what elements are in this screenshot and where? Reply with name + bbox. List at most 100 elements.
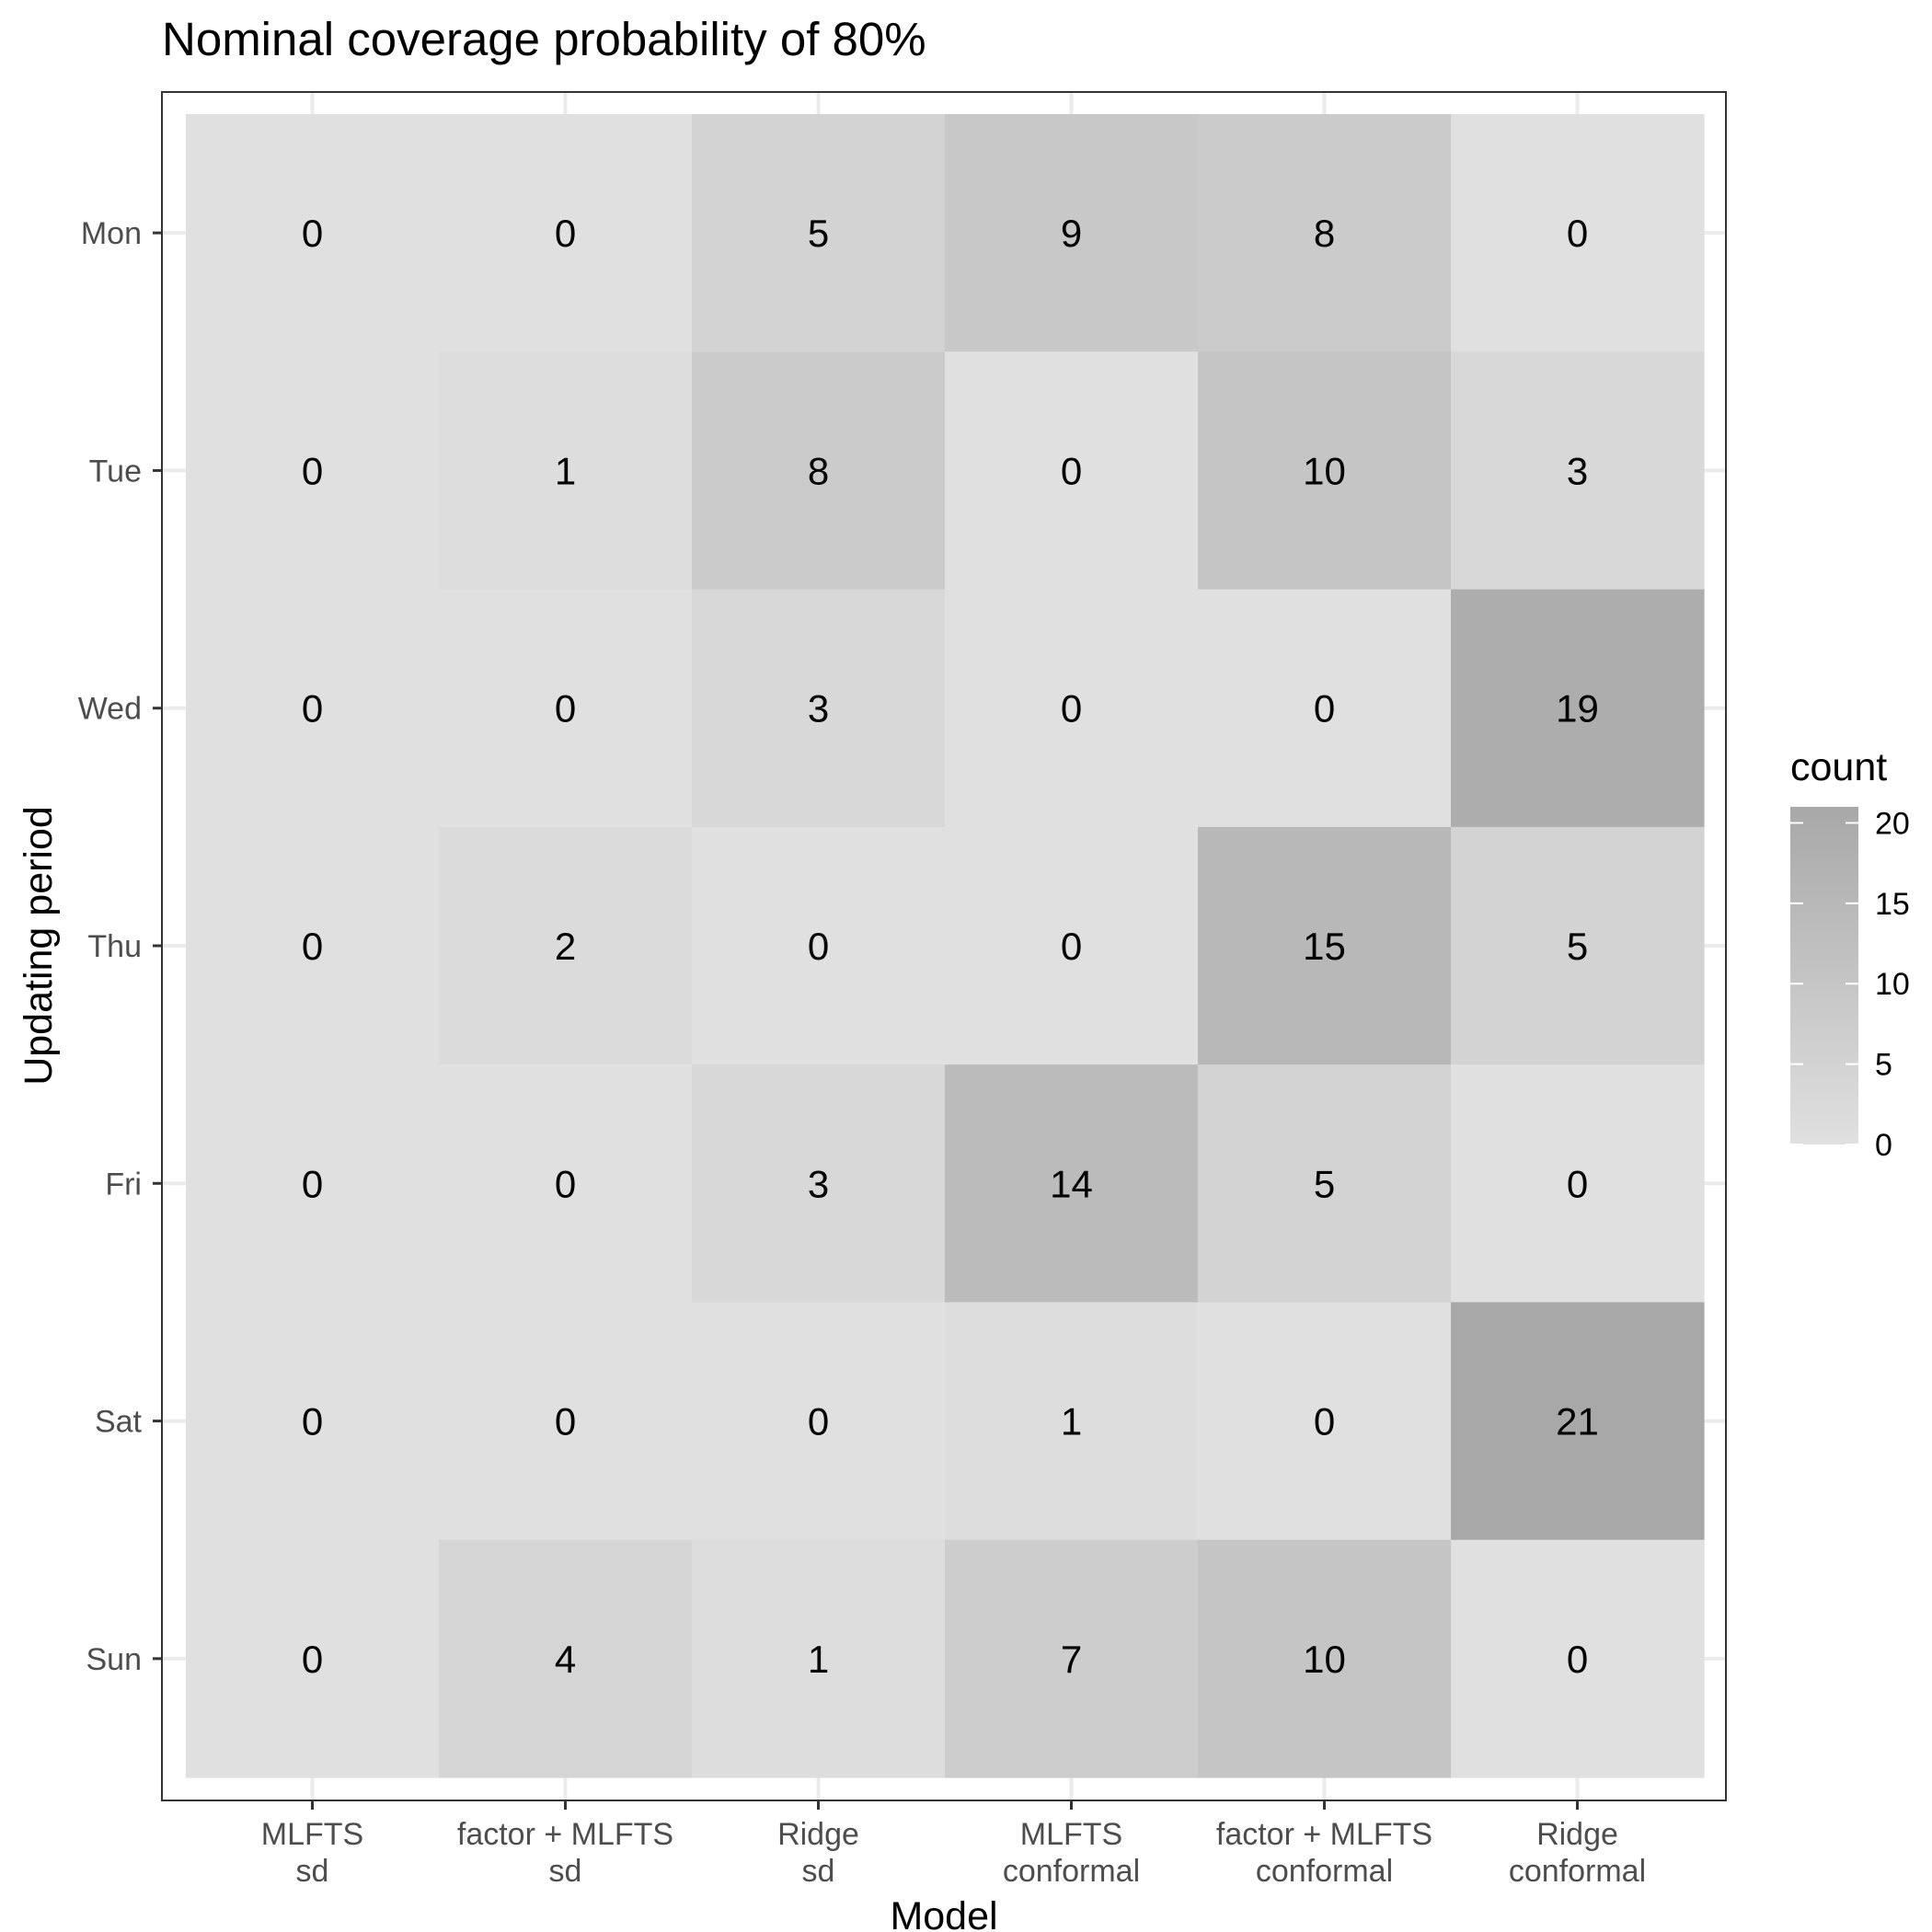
cell-value-label: 19: [1556, 687, 1599, 730]
heatmap-cell: [186, 114, 440, 352]
cell-value-label: 21: [1556, 1400, 1599, 1443]
x-tick-label: factor + MLFTS sd: [457, 1817, 673, 1889]
cell-value-label: 0: [1567, 1162, 1588, 1205]
heatmap-cell: [1198, 1302, 1452, 1541]
legend-tick-label: 20: [1875, 806, 1910, 841]
cell-value-label: 2: [555, 925, 576, 968]
y-tick-label: Tue: [89, 454, 142, 489]
cell-value-label: 4: [555, 1638, 576, 1681]
legend-tick-label: 0: [1875, 1128, 1892, 1163]
y-tick-label: Wed: [78, 692, 142, 727]
cell-value-label: 7: [1061, 1638, 1082, 1681]
heatmap-cell: [439, 589, 693, 828]
heatmap-cell: [186, 589, 440, 828]
heatmap-cell: [945, 1302, 1199, 1541]
heatmap-cell: [1451, 1302, 1705, 1541]
cell-value-label: 9: [1061, 212, 1082, 255]
heatmap-cell: [186, 826, 440, 1065]
x-tick-label: Ridge conformal: [1509, 1817, 1646, 1889]
cell-value-label: 0: [555, 687, 576, 730]
legend-colorbar: [1790, 807, 1858, 1144]
legend-ticks: 0 5 10 15 20: [1790, 806, 1910, 1163]
cell-value-label: 0: [1061, 687, 1082, 730]
heatmap-cell: [1451, 351, 1705, 591]
cell-value-label: 0: [555, 1400, 576, 1443]
cell-value-label: 5: [1314, 1162, 1335, 1205]
heatmap-cell: [1198, 589, 1452, 828]
cell-value-label: 0: [302, 925, 323, 968]
heatmap-cell: [945, 589, 1199, 828]
heatmap-cell: [945, 826, 1199, 1065]
cell-value-label: 0: [555, 212, 576, 255]
x-tick-label: factor + MLFTS conformal: [1216, 1817, 1432, 1889]
x-tick-label: MLFTS conformal: [1003, 1817, 1140, 1889]
x-tick-label: MLFTS sd: [261, 1817, 363, 1889]
y-axis-title: Updating period: [17, 806, 61, 1086]
cell-value-label: 0: [1314, 1400, 1335, 1443]
cell-value-label: 0: [808, 925, 829, 968]
heatmap-cell: [692, 826, 946, 1065]
heatmap-cell: [1451, 589, 1705, 828]
heatmap-cell: [692, 1539, 946, 1778]
chart-title: Nominal coverage probability of 80%: [162, 13, 926, 65]
y-tick-label: Mon: [81, 216, 142, 251]
heatmap-cell: [439, 1064, 693, 1304]
heatmap-cell: [439, 826, 693, 1065]
heatmap-cell: [945, 1064, 1199, 1304]
heatmap-cell: [1451, 114, 1705, 352]
cell-value-label: 0: [1061, 449, 1082, 492]
heatmap-cell: [1451, 826, 1705, 1065]
cell-value-label: 0: [302, 1400, 323, 1443]
x-axis-title: Model: [890, 1894, 997, 1932]
heatmap-cell: [439, 1539, 693, 1778]
cell-value-label: 8: [1314, 212, 1335, 255]
heatmap-cell: [186, 351, 440, 591]
cell-value-label: 0: [302, 449, 323, 492]
cell-value-label: 0: [1567, 212, 1588, 255]
legend: count 0 5 10 15 20: [1790, 745, 1910, 1163]
x-axis: MLFTS sd factor + MLFTS sd Ridge sd MLFTS confo…: [261, 1800, 1646, 1889]
y-axis: Mon Tue Wed Thu Fri Sat Sun: [78, 216, 162, 1677]
legend-title: count: [1790, 745, 1887, 789]
heatmap-cell: [1198, 114, 1452, 352]
cell-value-label: 0: [1061, 925, 1082, 968]
heatmap-cells: [186, 114, 1705, 1778]
heatmap-cell: [692, 114, 946, 352]
cell-value-label: 10: [1303, 449, 1346, 492]
heatmap-cell: [1198, 1539, 1452, 1778]
heatmap-cell: [186, 1064, 440, 1304]
heatmap-cell: [945, 351, 1199, 591]
cell-value-label: 0: [808, 1400, 829, 1443]
cell-value-label: 1: [808, 1638, 829, 1681]
heatmap-cell: [439, 1302, 693, 1541]
heatmap-cell: [186, 1539, 440, 1778]
cell-value-label: 0: [555, 1162, 576, 1205]
cell-value-label: 0: [1567, 1638, 1588, 1681]
heatmap-cell: [1198, 351, 1452, 591]
x-tick-label: Ridge sd: [777, 1817, 859, 1889]
heatmap-cell: [945, 1539, 1199, 1778]
cell-value-label: 10: [1303, 1638, 1346, 1681]
heatmap-cell: [945, 114, 1199, 352]
cell-value-label: 0: [302, 1638, 323, 1681]
cell-value-label: 5: [808, 212, 829, 255]
heatmap-cell: [439, 351, 693, 591]
heatmap-cell: [439, 114, 693, 352]
cell-value-label: 1: [555, 449, 576, 492]
y-tick-label: Sat: [95, 1405, 143, 1440]
legend-tick-label: 5: [1875, 1048, 1892, 1083]
y-tick-label: Fri: [105, 1167, 142, 1202]
cell-value-label: 14: [1050, 1162, 1093, 1205]
y-tick-label: Sun: [86, 1642, 143, 1677]
y-tick-label: Thu: [87, 929, 142, 964]
legend-tick-label: 10: [1875, 967, 1910, 1002]
cell-value-label: 5: [1567, 925, 1588, 968]
heatmap-cell: [692, 1302, 946, 1541]
cell-value-label: 3: [1567, 449, 1588, 492]
cell-value-label: 3: [808, 687, 829, 730]
heatmap-cell: [186, 1302, 440, 1541]
cell-value-label: 3: [808, 1162, 829, 1205]
legend-tick-label: 15: [1875, 887, 1910, 922]
heatmap-cell: [1198, 1064, 1452, 1304]
